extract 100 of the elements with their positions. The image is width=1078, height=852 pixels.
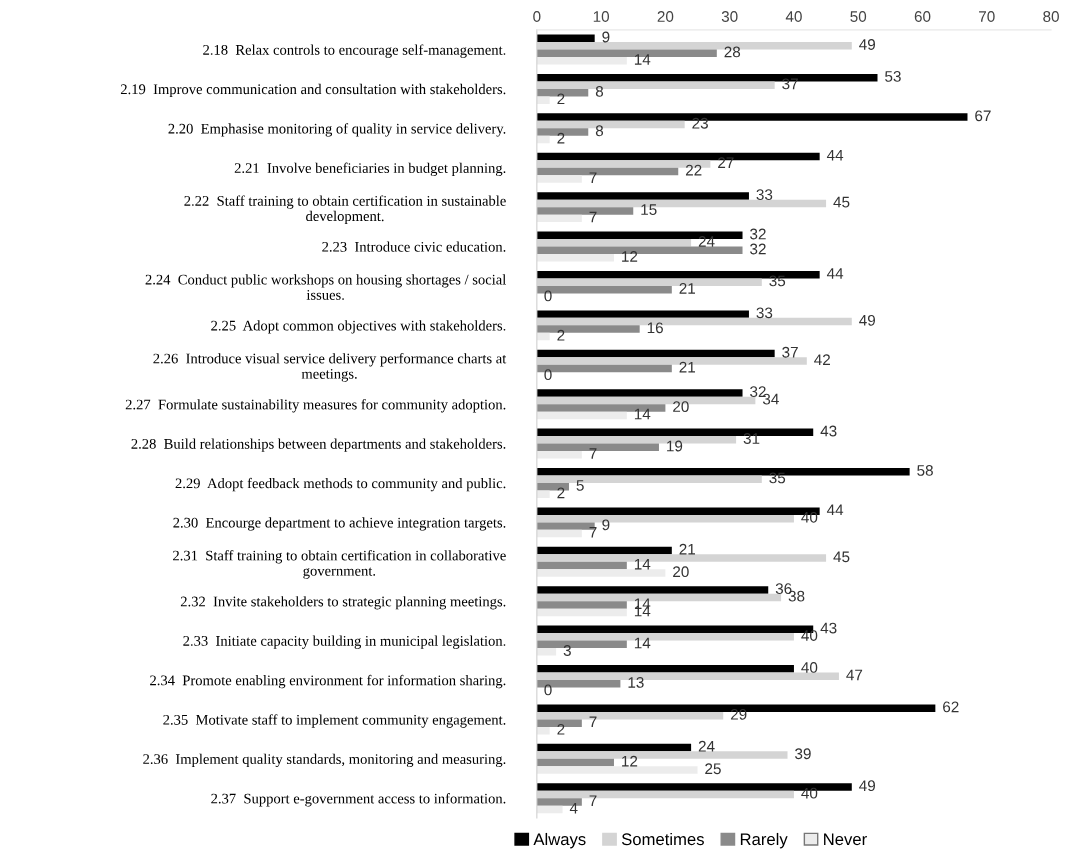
data-label: 15 [641,204,657,215]
data-label: 33 [756,307,773,319]
bar [536,332,550,341]
data-label: 43 [820,425,837,437]
bar [536,648,557,656]
y-tick-label: 2.19 Improve communication and consultation with stakeholders. [120,83,506,98]
data-label: 62 [943,701,959,713]
data-label: 40 [801,787,818,799]
data-label: 9 [602,519,610,531]
data-label: 12 [622,755,638,767]
bar [536,57,627,65]
data-label: 28 [724,46,741,58]
y-tick-label: 2.28 Build relationships between departments and stakeholders. [131,438,506,452]
data-label: 14 [634,558,651,570]
data-label: 2 [557,487,565,499]
data-label: 2 [557,132,565,144]
data-label: 43 [820,622,837,634]
bar [536,766,698,774]
data-label: 32 [750,243,766,255]
y-tick-label: 2.26 Introduce visual service delivery performance charts at meetings. [153,353,507,382]
data-label: 58 [917,465,933,476]
bar [536,743,692,752]
bar [536,254,614,262]
bar [536,389,743,397]
y-tick-label: 2.30 Encourge department to achieve integration targets. [173,517,506,531]
y-tick-label: 2.18 Relax controls to encourage self-management. [203,44,506,58]
data-label: 12 [622,251,638,262]
x-tick-label: 80 [1043,11,1059,22]
data-label: 40 [801,511,818,523]
y-tick-label: 2.21 Involve beneficiaries in budget planning. [234,162,506,177]
data-label: 44 [826,504,844,516]
data-label: 49 [859,39,876,50]
bar [536,805,563,814]
x-tick-label: 20 [657,11,674,22]
bar [536,192,749,200]
data-label: 32 [750,228,766,240]
data-label: 21 [679,361,696,373]
data-label: 49 [859,780,876,792]
legend-label: Rarely [740,832,788,849]
data-label: 20 [673,401,689,413]
data-label: 7 [589,716,597,728]
data-label: 16 [647,322,663,334]
data-label: 14 [634,637,651,649]
y-tick-label: 2.33 Initiate capacity building in municipal legislation. [183,635,506,649]
data-label: 24 [698,236,715,247]
bar [536,349,775,358]
data-label: 45 [833,551,850,563]
y-tick-label: 2.24 Conduct public workshops on housing shortages / social issues. [145,274,506,300]
y-tick-label: 2.35 Motivate staff to implement community engagement. [163,714,506,728]
bar [536,586,769,594]
x-tick-label: 30 [721,11,738,22]
bar [536,214,582,223]
data-label: 27 [718,157,734,168]
bar [536,175,582,183]
bar [536,490,550,498]
data-label: 8 [595,125,604,137]
data-label: 14 [634,408,651,420]
y-tick-label: 2.20 Emphasise monitoring of quality in service delivery. [168,123,506,137]
data-label: 44 [826,149,844,161]
data-label: 7 [589,795,597,806]
x-tick-label: 60 [914,11,931,22]
y-tick-label: 2.22 Staff training to obtain certification in sustainable development. [184,195,506,225]
bar [536,96,550,104]
data-label: 7 [589,448,597,459]
data-label: 25 [705,763,721,775]
data-label: 31 [743,433,760,444]
data-label: 9 [602,31,610,43]
x-tick-label: 0 [533,11,541,22]
data-label: 40 [801,662,818,673]
data-label: 42 [814,354,830,365]
legend-label: Always [533,832,586,849]
data-label: 5 [576,480,584,491]
y-tick-label: 2.36 Implement quality standards, monitoring and measuring. [143,753,506,768]
data-label: 4 [569,802,578,814]
bar [536,608,627,617]
data-label: 53 [885,70,901,82]
data-label: 23 [692,117,708,129]
data-label: 2 [557,723,565,735]
data-label: 45 [833,196,850,208]
data-label: 2 [557,93,565,105]
y-tick-label: 2.23 Introduce civic education. [322,241,506,252]
x-tick-label: 70 [979,11,995,22]
bar [536,451,582,459]
bar [536,561,627,570]
y-tick-label: 2.34 Promote enabling environment for information sharing. [150,674,506,689]
data-label: 40 [801,630,818,641]
data-label: 21 [679,543,696,555]
x-tick-label: 50 [850,11,867,22]
data-label: 7 [589,211,597,223]
bar [536,411,627,420]
data-label: 39 [795,748,811,760]
data-label: 7 [589,527,597,538]
bar [536,529,582,538]
bar [536,569,666,577]
data-label: 8 [595,85,604,97]
y-tick-label: 2.32 Invite stakeholders to strategic planning meetings. [180,596,506,610]
y-tick-label: 2.25 Adopt common objectives with stakeholders. [211,320,506,334]
y-tick-label: 2.37 Support e-government access to information. [211,793,506,807]
data-label: 21 [679,282,696,294]
data-label: 29 [730,708,747,720]
